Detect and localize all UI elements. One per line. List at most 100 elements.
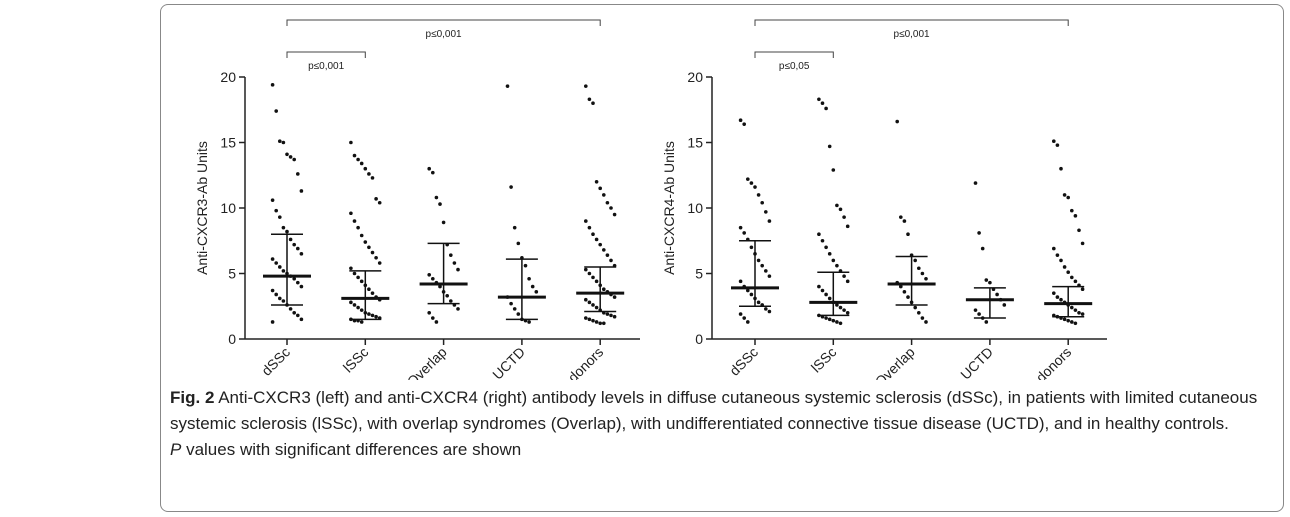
dot bbox=[1080, 241, 1085, 246]
dot bbox=[352, 219, 357, 223]
dot bbox=[760, 200, 764, 205]
dot bbox=[764, 269, 768, 273]
dot bbox=[1070, 275, 1074, 280]
dot bbox=[512, 307, 517, 311]
dot bbox=[838, 207, 843, 212]
dot bbox=[980, 246, 985, 251]
dot bbox=[988, 280, 992, 285]
dot bbox=[1059, 258, 1063, 263]
y-tick-label: 20 bbox=[687, 69, 703, 85]
dot bbox=[356, 225, 360, 230]
dot bbox=[1059, 166, 1063, 171]
chart: 0 5 10 15 20 Anti-CXCR3-Ab Units dSSc lSSc Overl… bbox=[194, 19, 1107, 380]
dot bbox=[1080, 287, 1085, 292]
dot bbox=[431, 316, 435, 320]
dot bbox=[591, 232, 595, 236]
dot bbox=[587, 300, 592, 305]
caption-note-italic: P bbox=[170, 440, 182, 459]
dot bbox=[1055, 253, 1060, 257]
x-tick-label: Overlap bbox=[404, 344, 450, 380]
dot bbox=[906, 295, 910, 299]
dot bbox=[738, 312, 743, 316]
y-tick-label: 10 bbox=[220, 200, 236, 216]
dot bbox=[274, 208, 279, 213]
dot bbox=[584, 219, 588, 223]
dot bbox=[288, 155, 293, 159]
y-tick-label: 20 bbox=[220, 69, 236, 85]
dot bbox=[1055, 143, 1060, 147]
dot bbox=[746, 288, 750, 293]
dot bbox=[370, 250, 375, 255]
dot bbox=[612, 212, 617, 217]
dot bbox=[359, 308, 364, 312]
y-tick-label: 15 bbox=[220, 135, 236, 151]
dot bbox=[609, 258, 613, 263]
dot bbox=[296, 246, 300, 251]
dot bbox=[1059, 297, 1063, 302]
dot bbox=[984, 278, 989, 282]
dot bbox=[367, 245, 371, 250]
dot bbox=[838, 321, 843, 326]
dot bbox=[984, 320, 989, 324]
dot bbox=[356, 305, 360, 310]
dot bbox=[1080, 312, 1085, 316]
dot bbox=[367, 287, 371, 292]
dot bbox=[605, 200, 610, 205]
dot bbox=[1052, 246, 1056, 251]
dot bbox=[1066, 195, 1070, 200]
dot bbox=[278, 139, 282, 143]
dot bbox=[427, 166, 432, 171]
x-tick-label: UCTD bbox=[489, 344, 528, 380]
dot bbox=[505, 84, 510, 88]
dot bbox=[359, 279, 364, 284]
dot bbox=[824, 292, 828, 297]
dot bbox=[835, 303, 839, 307]
dot bbox=[831, 168, 836, 172]
dot bbox=[835, 263, 839, 268]
dot bbox=[527, 320, 531, 324]
dot bbox=[281, 225, 286, 230]
dot bbox=[973, 181, 978, 185]
dot bbox=[977, 231, 981, 235]
dot bbox=[742, 231, 746, 235]
dot bbox=[1077, 228, 1081, 233]
dot bbox=[895, 119, 899, 124]
dot bbox=[902, 219, 907, 223]
dot bbox=[584, 316, 588, 320]
dot bbox=[835, 203, 839, 208]
y-tick-label: 15 bbox=[687, 135, 703, 151]
dot bbox=[278, 215, 282, 219]
dot bbox=[292, 242, 297, 247]
dot bbox=[359, 233, 364, 238]
dot bbox=[438, 284, 442, 289]
dot bbox=[296, 280, 300, 285]
dot bbox=[270, 257, 275, 261]
dot bbox=[602, 193, 606, 197]
dot bbox=[824, 316, 828, 320]
dot bbox=[377, 261, 382, 265]
dot bbox=[738, 279, 743, 284]
dot bbox=[767, 219, 772, 223]
dot bbox=[349, 140, 353, 145]
dot bbox=[292, 157, 297, 162]
dot bbox=[281, 140, 286, 145]
dot bbox=[598, 321, 602, 326]
dot bbox=[973, 308, 978, 312]
dot bbox=[285, 229, 289, 234]
x-tick-label: lSSc bbox=[808, 344, 840, 376]
dot bbox=[584, 297, 588, 302]
dot bbox=[1062, 265, 1067, 269]
dot bbox=[352, 303, 357, 307]
dot bbox=[456, 267, 460, 272]
dot bbox=[1052, 291, 1056, 295]
dot bbox=[299, 189, 304, 193]
dot bbox=[349, 300, 353, 305]
dot bbox=[842, 308, 846, 312]
dot bbox=[374, 197, 378, 201]
dot bbox=[924, 276, 928, 281]
dot bbox=[899, 215, 903, 219]
dot bbox=[374, 314, 378, 319]
dot bbox=[349, 266, 353, 271]
dot bbox=[278, 265, 282, 269]
